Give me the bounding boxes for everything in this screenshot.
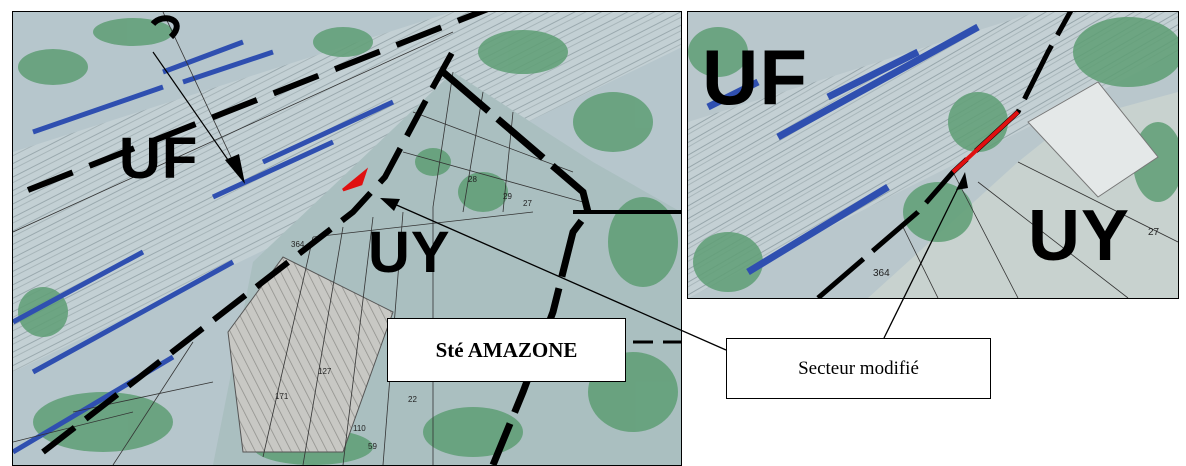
left-zone-label-uf: UF xyxy=(119,126,199,191)
left-aerial-map xyxy=(13,12,681,465)
company-callout: Sté AMAZONE xyxy=(387,318,626,382)
lot-number: 364 xyxy=(291,240,305,249)
left-modified-segment xyxy=(342,167,369,192)
left-map-panel: UF UY 364 127 171 110 59 22 27 28 29 xyxy=(12,11,682,466)
lot-number: 22 xyxy=(408,395,417,404)
right-rail-cars xyxy=(706,23,980,275)
lot-number: 28 xyxy=(468,175,477,184)
right-zone-label-uy: UY xyxy=(1028,196,1131,276)
right-warehouse xyxy=(1027,81,1159,198)
lot-number: 27 xyxy=(523,199,532,208)
pointer-arrowhead xyxy=(225,154,245,184)
pointer-line xyxy=(152,51,236,171)
right-map-panel: UF UY 364 27 xyxy=(687,11,1179,299)
lot-number: 110 xyxy=(353,424,366,433)
lot-number: 171 xyxy=(275,392,289,401)
rail-cars xyxy=(13,39,395,455)
modified-sector-callout: Secteur modifié xyxy=(726,338,991,399)
right-modified-segment xyxy=(951,110,1020,174)
right-rail-yard xyxy=(688,12,1178,298)
right-zone-label-uf: UF xyxy=(702,33,808,121)
left-zone-label-uy: UY xyxy=(368,220,451,285)
lot-number: 27 xyxy=(1148,227,1160,238)
lot-number: 59 xyxy=(368,442,377,451)
lot-number: 29 xyxy=(503,192,512,201)
lot-number: 364 xyxy=(873,268,890,279)
lot-number: 127 xyxy=(318,367,332,376)
vegetation-patches xyxy=(18,18,678,465)
